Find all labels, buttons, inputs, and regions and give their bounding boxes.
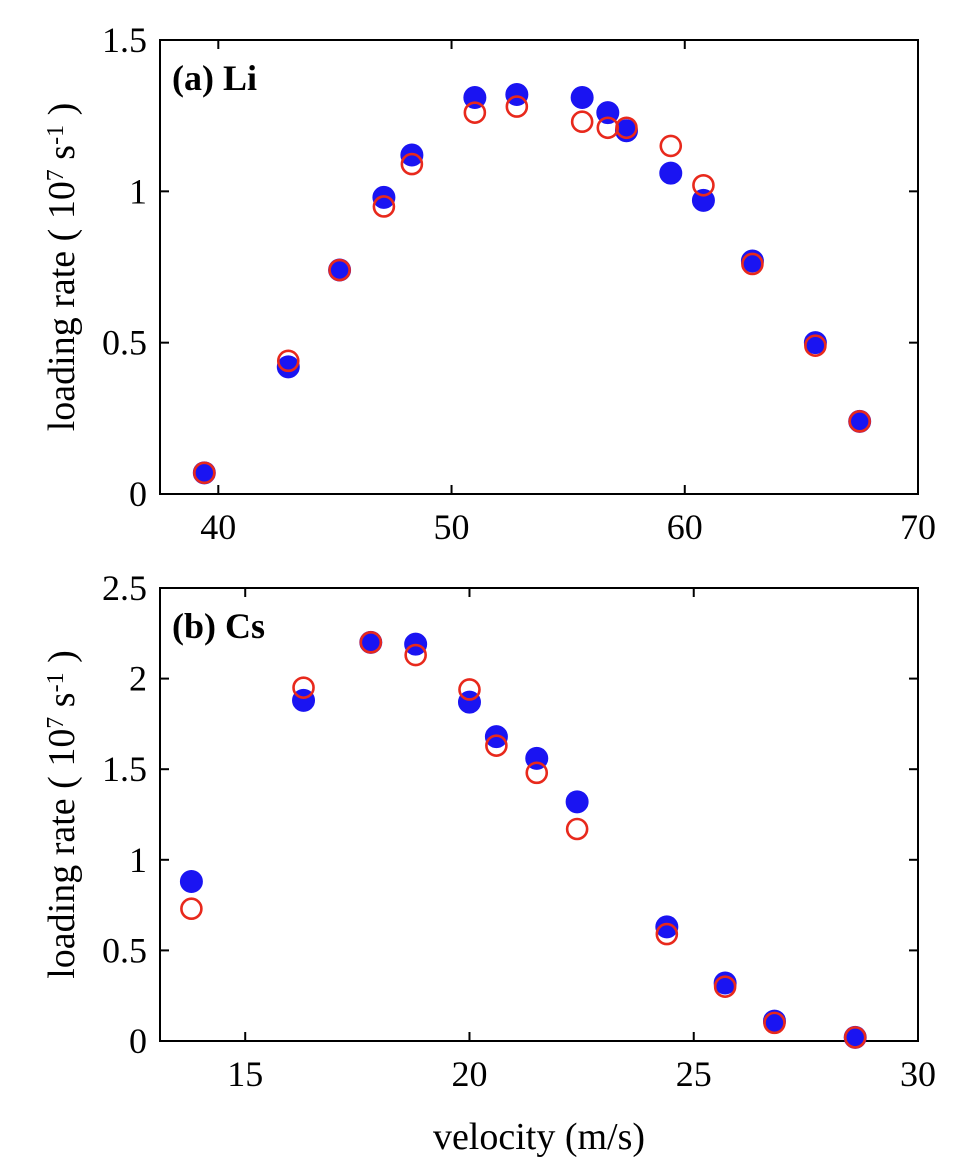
series-filled: [192, 82, 872, 485]
y-tick-label: 1: [129, 840, 147, 880]
y-tick-label: 2.5: [102, 568, 147, 608]
data-point-open: [713, 975, 737, 998]
x-tick-label: 70: [900, 507, 936, 547]
data-point-open: [180, 897, 203, 921]
x-axis-title: velocity (m/s): [433, 1116, 645, 1158]
data-point-open: [485, 734, 508, 757]
panel-b: 15 20 25 30 0 0.5 1 1.5 2 2.5 loading rate ( 107 s…: [41, 568, 936, 1158]
x-tick-label: 15: [227, 1054, 263, 1094]
data-point-open: [505, 95, 529, 118]
y-tick-label: 2: [129, 659, 147, 699]
data-point-open: [359, 631, 383, 654]
y-tick-label: 1.5: [102, 20, 147, 60]
data-point-filled: [659, 161, 683, 185]
x-tick-label: 25: [676, 1054, 712, 1094]
x-tick-label: 30: [900, 1054, 936, 1094]
series-filled: [179, 630, 867, 1049]
y-tick-label: 0: [129, 1021, 147, 1061]
panel-label: (b) Cs: [172, 606, 265, 646]
x-tick-label: 60: [667, 507, 703, 547]
panel-a: 40 50 60 70 0 0.5 1 1.5 loading rate ( 107 s-1 )…: [41, 20, 936, 547]
data-point-open: [372, 195, 396, 218]
data-point-open: [463, 101, 487, 124]
data-point-open: [843, 1026, 867, 1049]
data-point-open: [615, 116, 638, 140]
y-tick-label: 1.5: [102, 749, 147, 789]
y-tick-label: 0: [129, 474, 147, 514]
data-point-open: [400, 152, 424, 176]
plot-frame: [159, 587, 919, 1042]
y-tick-label: 0.5: [102, 323, 147, 363]
x-tick-label: 50: [434, 507, 470, 547]
data-point-filled: [565, 790, 589, 814]
data-point-open: [741, 252, 764, 276]
series-open: [180, 631, 867, 1049]
y-axis-title: loading rate ( 107 s-1 ): [41, 103, 83, 432]
data-point-open: [525, 761, 549, 785]
data-point-open: [565, 817, 589, 841]
x-tick-label: 40: [200, 507, 236, 547]
data-point-filled: [179, 870, 203, 894]
data-point-filled: [570, 86, 594, 110]
data-point-open: [570, 110, 594, 134]
data-point-open: [276, 349, 300, 373]
y-tick-label: 1: [129, 171, 147, 211]
data-point-open: [596, 116, 620, 140]
y-tick-label: 0.5: [102, 930, 147, 970]
data-point-open: [659, 134, 683, 158]
x-tick-label: 20: [451, 1054, 487, 1094]
data-point-open: [193, 461, 216, 485]
data-point-filled: [276, 355, 300, 379]
data-point-open: [292, 676, 315, 699]
data-point-open: [328, 258, 351, 282]
series-open: [193, 95, 871, 485]
data-point-open: [404, 643, 427, 667]
data-point-filled: [655, 915, 679, 939]
panel-label: (a) Li: [172, 58, 257, 98]
data-point-open: [763, 1011, 786, 1035]
plot-frame: [159, 39, 919, 495]
data-point-open: [692, 173, 715, 197]
data-point-open: [655, 922, 679, 946]
data-point-open: [804, 334, 827, 357]
y-axis-title: loading rate ( 107 s-1 ): [41, 650, 83, 979]
data-point-filled: [505, 82, 529, 106]
data-point-open: [458, 678, 481, 701]
data-point-open: [848, 410, 871, 433]
